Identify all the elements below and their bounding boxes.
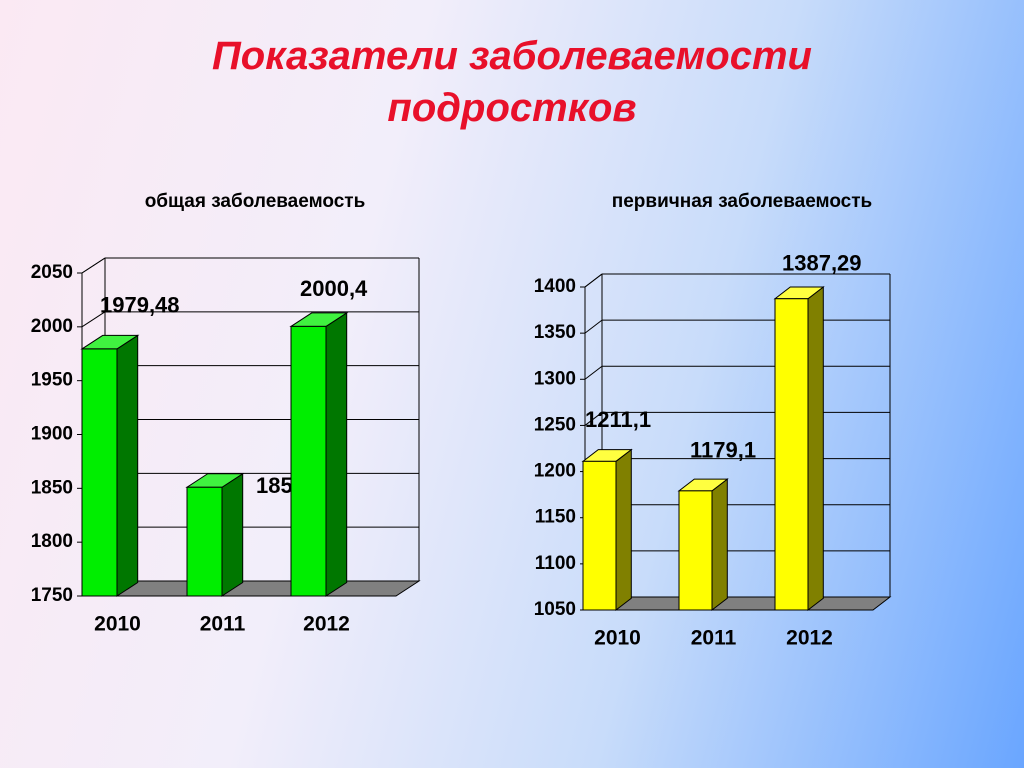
grid-line xyxy=(81,257,106,274)
bar-side xyxy=(711,478,728,612)
grid-line xyxy=(584,412,603,426)
x-tick-label: 2010 xyxy=(94,613,141,636)
y-tick-label: 1250 xyxy=(534,414,576,435)
bar-side xyxy=(116,334,139,597)
bar xyxy=(678,490,713,611)
bar xyxy=(186,486,223,597)
x-tick-label: 2012 xyxy=(786,627,833,650)
chart-subtitle: общая заболеваемость xyxy=(145,191,366,212)
x-tick-label: 2011 xyxy=(691,627,737,650)
bar-side xyxy=(221,472,244,597)
chart-subtitle: первичная заболеваемость xyxy=(612,191,873,212)
x-tick-label: 2012 xyxy=(303,613,350,636)
grid-line xyxy=(584,273,603,288)
y-tick-label: 1400 xyxy=(534,276,576,297)
y-tick-label: 1100 xyxy=(535,553,576,574)
y-tick-label: 1850 xyxy=(31,477,73,498)
y-tick-label: 1350 xyxy=(534,322,576,343)
y-tick-label: 2050 xyxy=(31,262,73,283)
bar-side xyxy=(807,286,824,612)
x-tick-label: 2010 xyxy=(594,627,641,650)
y-tick-label: 1800 xyxy=(31,531,73,552)
y-tick-label: 1900 xyxy=(31,424,73,445)
y-tick-label: 1050 xyxy=(534,599,576,620)
x-tick-label: 2011 xyxy=(200,613,246,636)
value-label: 2000,4 xyxy=(300,276,368,301)
bar-side xyxy=(325,311,348,597)
value-label: 1179,1 xyxy=(690,438,756,463)
slide-title: Показатели заболеваемости подростков xyxy=(212,34,812,130)
value-label: 1211,1 xyxy=(585,407,651,432)
y-tick-label: 1200 xyxy=(534,461,576,482)
bar xyxy=(290,325,327,597)
bar xyxy=(774,298,809,611)
bar xyxy=(582,460,617,611)
bar xyxy=(81,348,118,597)
grid-line xyxy=(584,319,603,334)
y-tick-label: 1950 xyxy=(31,370,73,391)
bar-side xyxy=(615,448,632,612)
y-tick-label: 1150 xyxy=(535,507,576,528)
value-label: 1387,29 xyxy=(782,251,862,276)
grid-line xyxy=(81,311,106,328)
y-tick-label: 1750 xyxy=(31,585,73,606)
y-tick-label: 1300 xyxy=(534,368,576,389)
grid-line xyxy=(584,365,603,380)
value-label: 1979,48 xyxy=(100,293,180,318)
y-tick-label: 2000 xyxy=(31,316,73,337)
